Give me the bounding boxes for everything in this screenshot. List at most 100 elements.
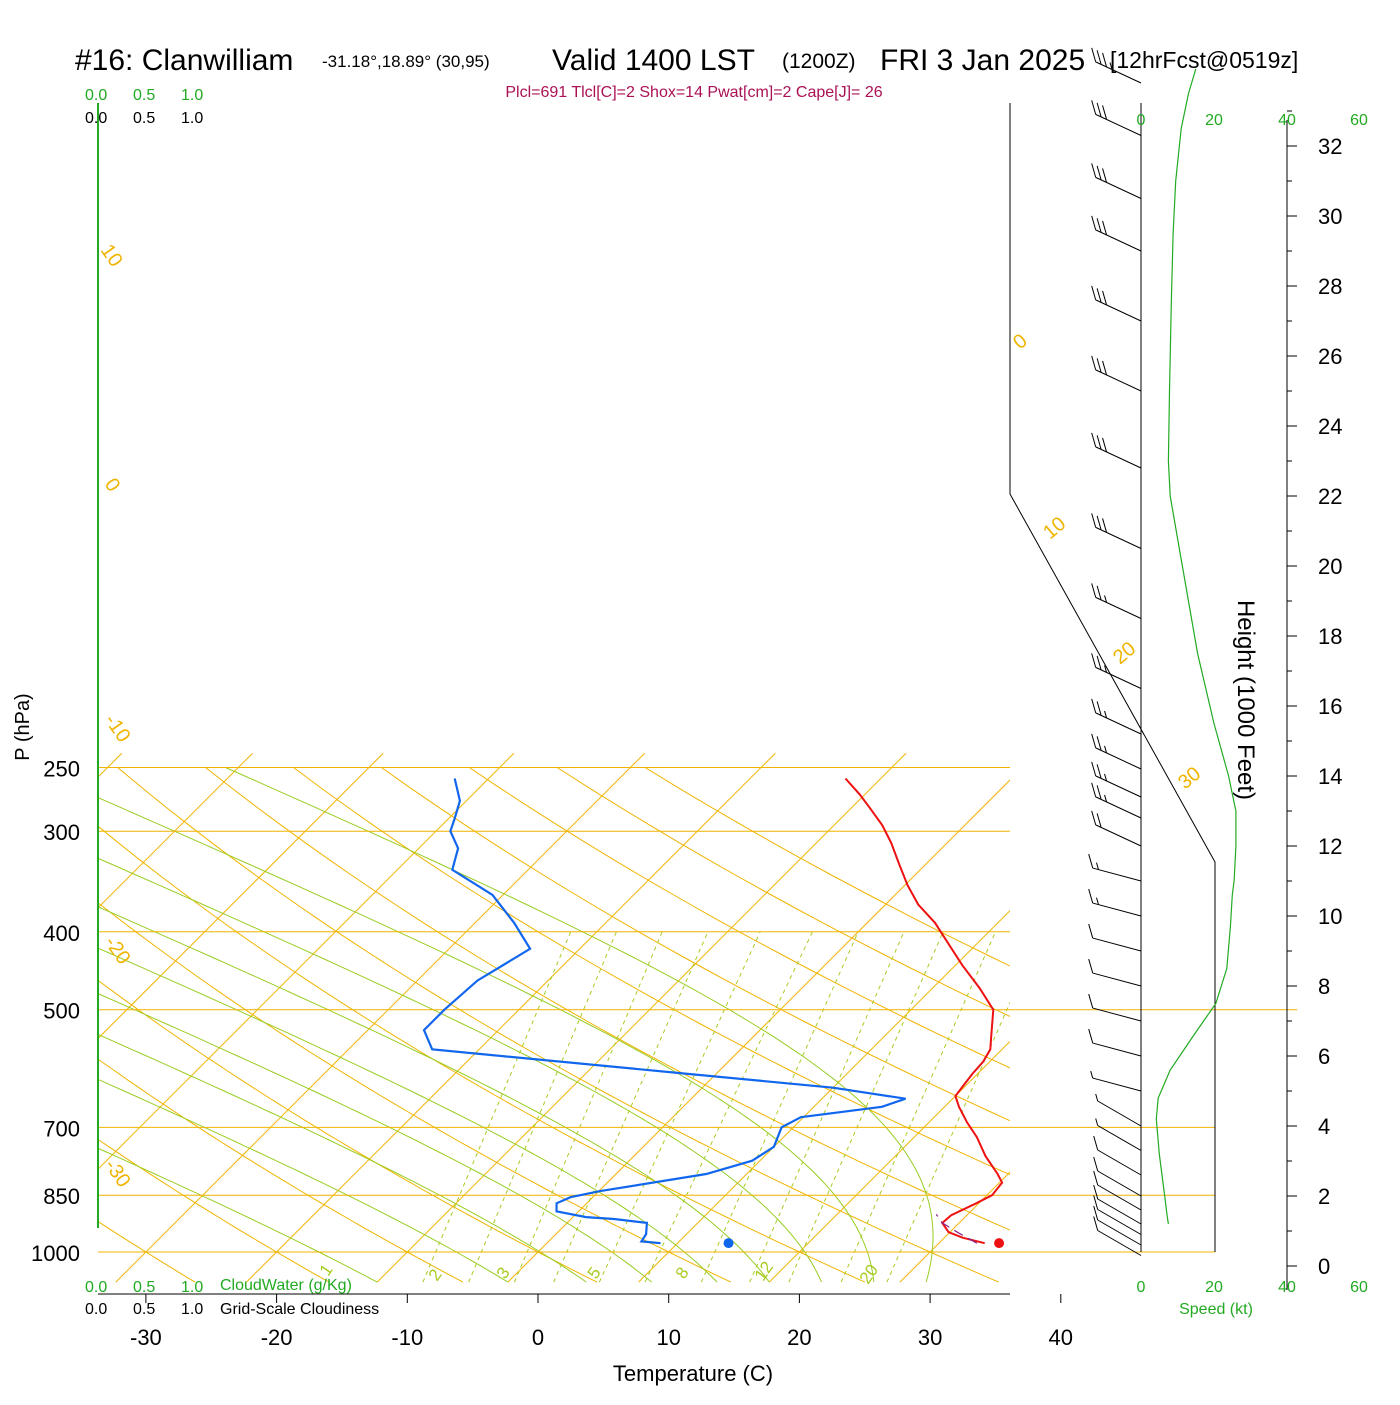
wind-barb-staff xyxy=(1096,177,1141,198)
wind-barb-staff xyxy=(1096,748,1141,769)
moist-adiabat-line xyxy=(0,768,769,1283)
speed-tick-top: 20 xyxy=(1205,112,1223,129)
height-tick-label: 20 xyxy=(1318,554,1342,579)
wind-barb-staff xyxy=(1093,868,1141,881)
bottom-cloudiness-scale: 0.0 0.5 1.0 Grid-Scale Cloudiness xyxy=(85,1301,379,1318)
isobar-lines xyxy=(98,767,1297,1252)
isotherm-label-right: 30 xyxy=(1174,763,1205,794)
dry-adiabat-lines xyxy=(0,768,1400,1283)
bottom-cloudiness-tick: 1.0 xyxy=(181,1301,203,1318)
wind-barb xyxy=(1096,1119,1141,1151)
dry-adiabat-line xyxy=(30,768,865,1283)
mixing-ratio-label: 8 xyxy=(672,1264,693,1283)
wind-barb-flag xyxy=(1092,163,1096,177)
wind-barb xyxy=(1094,1171,1141,1210)
moist-adiabat-line xyxy=(29,768,874,1283)
wind-barb xyxy=(1092,783,1141,818)
wind-barb-flag xyxy=(1092,699,1096,713)
wind-barb xyxy=(1092,216,1141,251)
wind-barb-staff xyxy=(1096,825,1141,846)
mixing-ratio-line xyxy=(423,932,571,1282)
wind-barb-staff xyxy=(1098,1171,1141,1196)
x-tick-label: 20 xyxy=(787,1325,811,1350)
wind-barb-staff xyxy=(1096,667,1141,688)
y-tick-label: 1000 xyxy=(31,1241,80,1266)
speed-tick-bottom: 0 xyxy=(1137,1279,1146,1296)
isotherm-label-left: 10 xyxy=(96,240,127,271)
wind-barb-staff xyxy=(1096,230,1141,251)
height-tick-label: 32 xyxy=(1318,134,1342,159)
wind-barb-staff xyxy=(1093,1043,1141,1056)
height-tick-label: 26 xyxy=(1318,344,1342,369)
wind-barb xyxy=(1092,583,1141,618)
bottom-cloudwater-label: CloudWater (g/Kg) xyxy=(220,1277,352,1294)
wind-barb-flag xyxy=(1092,653,1096,667)
top-cloudwater-tick: 0.0 xyxy=(85,87,107,104)
wind-barb-flag xyxy=(1089,994,1093,1008)
wind-barb xyxy=(1089,1029,1141,1056)
dry-adiabat-line xyxy=(206,768,1133,1283)
height-tick-label: 24 xyxy=(1318,414,1342,439)
wind-barb-staff xyxy=(1098,1126,1141,1151)
wind-barb xyxy=(1092,811,1141,846)
isotherm-line xyxy=(769,753,1298,1282)
speed-tick-top: 40 xyxy=(1278,112,1296,129)
wind-barb-flag xyxy=(1092,583,1096,597)
height-profile-line xyxy=(1156,69,1236,1224)
wind-barb xyxy=(1092,356,1141,391)
isotherm-line xyxy=(0,753,253,1282)
wind-barb xyxy=(1092,433,1141,468)
isotherm-label-right: 20 xyxy=(1109,638,1140,669)
x-tick-label: 0 xyxy=(532,1325,544,1350)
wind-barb xyxy=(1094,1157,1141,1196)
dry-adiabat-line xyxy=(0,768,597,1283)
wind-barb-staff xyxy=(1096,527,1141,548)
wind-barb-flag xyxy=(1092,811,1096,825)
speed-tick-bottom: 20 xyxy=(1205,1279,1223,1296)
wind-barb xyxy=(1089,924,1141,951)
speed-tick-top: 0 xyxy=(1137,112,1146,129)
x-tick-label: 40 xyxy=(1049,1325,1073,1350)
wind-barb-flag xyxy=(1092,513,1096,527)
y-tick-label: 300 xyxy=(43,820,80,845)
wind-barb-flag xyxy=(1092,356,1096,370)
isotherm-line xyxy=(246,753,775,1282)
height-axis-label: Height (1000 Feet) xyxy=(1232,600,1259,800)
wind-barb-staff xyxy=(1096,300,1141,321)
isotherm-line xyxy=(639,753,1168,1282)
mixing-ratio-lines xyxy=(0,768,1041,1283)
wind-barb-flag xyxy=(1092,762,1096,776)
wind-barb-flag xyxy=(1094,1171,1098,1185)
height-tick-label: 10 xyxy=(1318,904,1342,929)
wind-barb xyxy=(1089,994,1141,1021)
dewpoint-line xyxy=(424,779,906,1244)
speed-tick-bottom: 60 xyxy=(1350,1279,1368,1296)
wind-barb-staff xyxy=(1098,1220,1141,1245)
wind-barb-flag xyxy=(1094,1157,1098,1171)
wind-barb-flag xyxy=(1092,286,1096,300)
height-tick-label: 18 xyxy=(1318,624,1342,649)
top-cloudiness-scale: 0.0 0.5 1.0 xyxy=(85,110,203,127)
wind-barb-staff xyxy=(1098,1185,1141,1210)
top-cloudwater-tick: 1.0 xyxy=(181,87,203,104)
y-tick-label: 500 xyxy=(43,999,80,1024)
wind-barb xyxy=(1094,1136,1141,1175)
x-tick-label: -20 xyxy=(261,1325,293,1350)
wind-barb-flag xyxy=(1089,1029,1093,1043)
chart-title-station: #16: Clanwilliam xyxy=(75,44,293,77)
isotherm-label-right: 0 xyxy=(1009,330,1032,354)
wind-barb-staff xyxy=(1093,973,1141,986)
mixing-ratio-label: 20 xyxy=(856,1261,882,1287)
dry-adiabat-line xyxy=(294,768,1267,1283)
wind-barb xyxy=(1092,100,1141,135)
wind-barb-staff xyxy=(1096,597,1141,618)
height-tick-label: 22 xyxy=(1318,484,1342,509)
height-tick-label: 12 xyxy=(1318,834,1342,859)
moist-adiabat-line xyxy=(0,768,586,1283)
right-frame-boundary xyxy=(1010,103,1215,1252)
wind-barb xyxy=(1092,286,1141,321)
